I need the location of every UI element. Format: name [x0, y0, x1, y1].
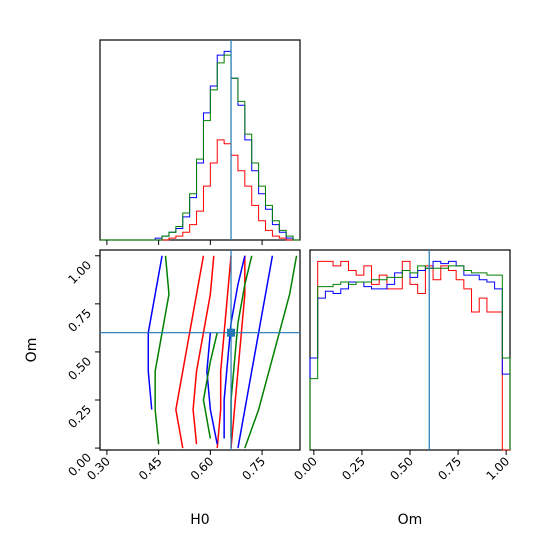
h0-hist-blue	[100, 50, 300, 241]
contour-green-3	[202, 332, 218, 439]
joint-ytick-label-3: 0.75	[65, 306, 94, 335]
joint-ytick-label-1: 0.25	[65, 402, 94, 431]
om-xtick-label-4: 1.00	[483, 454, 512, 483]
h0-axis-label: H0	[190, 512, 209, 528]
om-axis-label: Om	[398, 512, 423, 528]
joint-xtick-label-3: 0.75	[239, 454, 268, 483]
om-hist-green	[309, 265, 511, 450]
contour-blue-1	[223, 255, 246, 439]
contour-green-0	[154, 255, 170, 445]
om-hist-red	[309, 260, 510, 451]
contour-red-0	[192, 255, 215, 445]
h0-marginal-frame	[99, 39, 301, 241]
om-hist-blue	[309, 260, 511, 450]
om-xtick-label-0: 0.00	[291, 454, 320, 483]
contour-red-1	[175, 255, 205, 449]
om-xtick-label-1: 0.25	[339, 454, 368, 483]
om-xtick-label-2: 0.50	[387, 454, 416, 483]
joint-frame	[99, 249, 301, 451]
contour-green-2	[244, 255, 298, 449]
h0-om-joint-panel: 0.30 0.45 0.60 0.750.000.250.500.751.00	[65, 249, 301, 483]
joint-xtick-label-2: 0.60	[188, 454, 217, 483]
contour-blue-3	[206, 332, 218, 445]
contour-red-2	[216, 255, 232, 449]
joint-xtick-label-1: 0.45	[136, 454, 165, 483]
h0-marginal-panel	[99, 39, 301, 245]
om-xtick-label-3: 0.75	[435, 454, 464, 483]
contour-blue-2	[237, 255, 274, 449]
h0-hist-red	[100, 139, 300, 241]
joint-ytick-label-2: 0.50	[65, 354, 94, 383]
h0-hist-green	[100, 54, 300, 241]
joint-truth-marker	[227, 328, 236, 337]
joint-ytick-label-4: 1.00	[65, 258, 94, 287]
om-marginal-panel: 0.00 0.25 0.50 0.75 1.00	[291, 249, 512, 483]
om-y-axis-label: Om	[24, 338, 40, 363]
